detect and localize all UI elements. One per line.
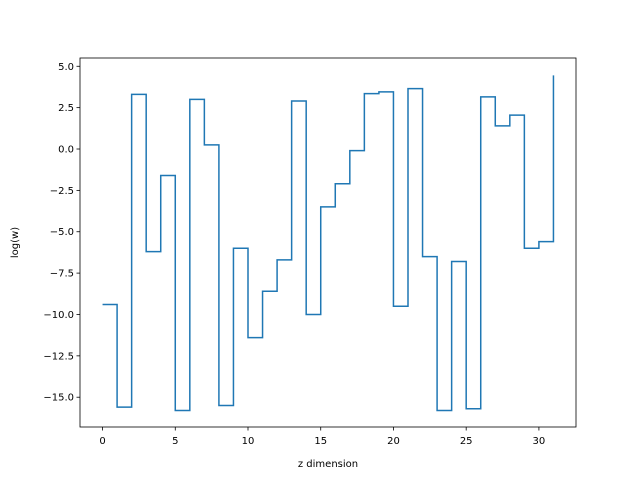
y-axis-label: log(w): [10, 227, 21, 258]
y-tick-label: −12.5: [43, 351, 74, 362]
x-axis-label: z dimension: [298, 459, 358, 470]
x-tick-label: 15: [314, 436, 327, 447]
y-tick-label: −5.0: [50, 227, 74, 238]
x-tick-label: 0: [99, 436, 105, 447]
x-tick-label: 30: [533, 436, 546, 447]
series-layer: [102, 75, 555, 412]
y-tick-label: −10.0: [43, 310, 74, 321]
y-tick-label: −7.5: [50, 269, 74, 280]
y-tick-label: −2.5: [50, 186, 74, 197]
x-axis-ticks: 0 5 10 15 20 25 30: [99, 427, 545, 447]
series-line-0: [102, 75, 555, 412]
plot-area: [80, 58, 576, 427]
x-tick-label: 10: [242, 436, 255, 447]
x-tick-label: 25: [460, 436, 473, 447]
y-tick-label: −15.0: [43, 393, 74, 404]
y-tick-label: 2.5: [58, 103, 74, 114]
y-axis-ticks: 5.0 2.5 0.0 −2.5 −5.0 −7.5 −10.0 −12.5 −15.0: [43, 62, 80, 404]
x-tick-label: 20: [387, 436, 400, 447]
y-tick-label: 0.0: [58, 145, 74, 156]
plot-frame: [79, 57, 577, 428]
x-tick-label: 5: [172, 436, 178, 447]
y-tick-label: 5.0: [58, 62, 74, 73]
